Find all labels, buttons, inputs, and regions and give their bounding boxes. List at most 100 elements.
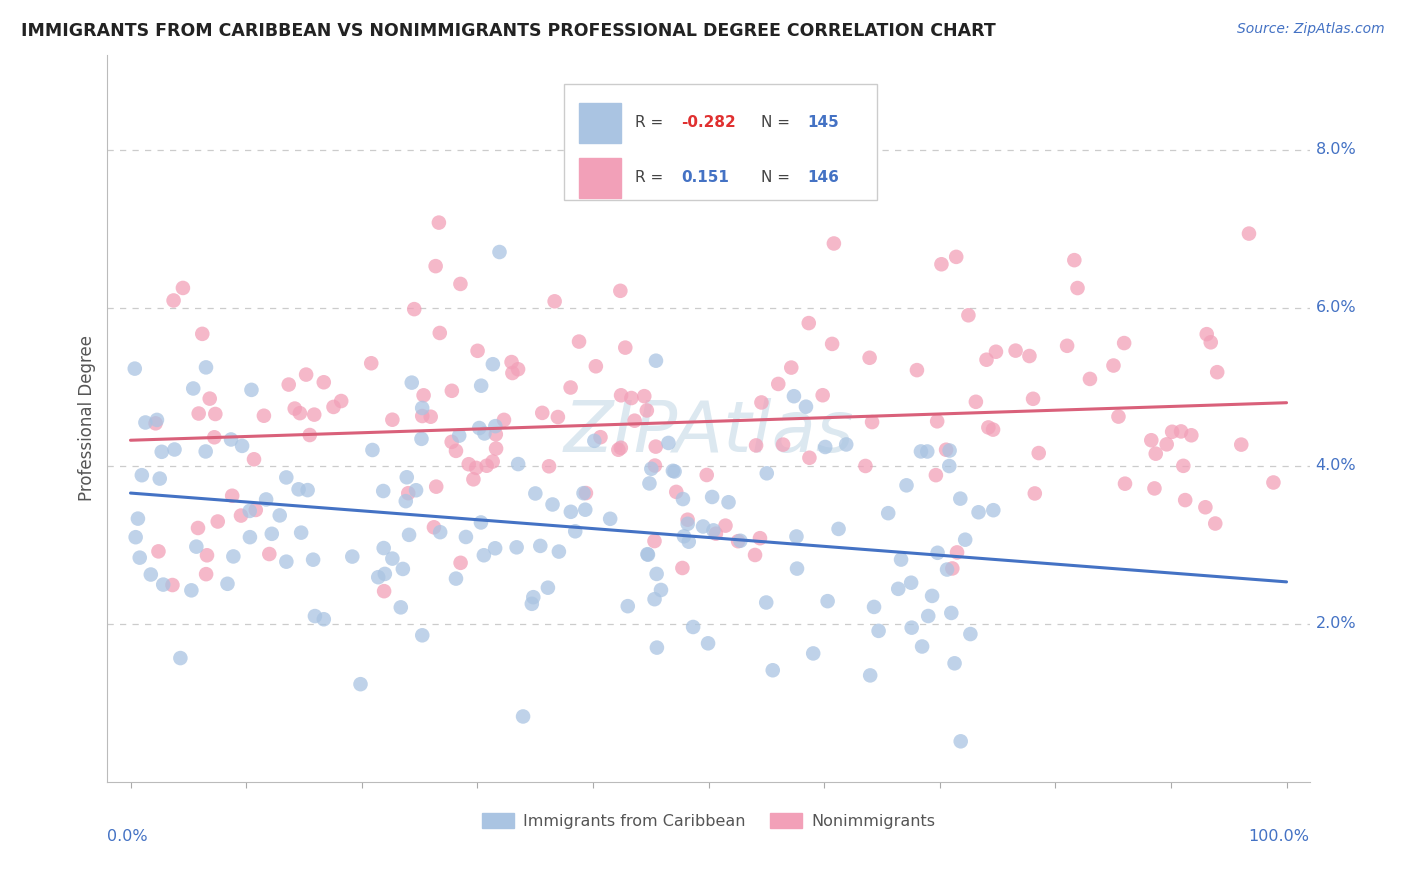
Point <box>440 384 463 398</box>
Point <box>181 382 204 396</box>
Point <box>284 401 307 416</box>
Point <box>583 434 606 448</box>
Point <box>481 454 503 468</box>
Point <box>877 506 900 520</box>
Point <box>905 363 928 377</box>
Point <box>941 561 963 575</box>
Point <box>531 406 554 420</box>
Point <box>672 529 695 543</box>
Point <box>405 483 427 498</box>
Point <box>312 612 335 626</box>
Point <box>1206 365 1229 379</box>
Point <box>1114 336 1136 351</box>
Point <box>794 400 817 414</box>
Point <box>609 284 631 298</box>
Point <box>623 414 645 428</box>
Point <box>506 362 529 376</box>
Text: 146: 146 <box>807 169 839 185</box>
Point <box>644 440 666 454</box>
Point <box>665 484 688 499</box>
Point <box>700 490 723 504</box>
Point <box>1004 343 1026 358</box>
Point <box>472 548 495 562</box>
Bar <box>579 158 621 198</box>
Point <box>245 503 267 517</box>
Point <box>755 467 778 481</box>
Point <box>522 590 544 604</box>
Point <box>821 337 844 351</box>
Point <box>128 550 150 565</box>
Point <box>585 359 607 374</box>
Point <box>749 531 772 545</box>
Point <box>755 595 778 609</box>
Point <box>662 464 685 478</box>
Point <box>304 609 326 624</box>
Point <box>419 409 441 424</box>
Point <box>1161 425 1184 439</box>
Point <box>1018 349 1040 363</box>
Point <box>529 539 551 553</box>
Text: R =: R = <box>636 169 673 185</box>
Point <box>392 562 415 576</box>
Point <box>187 521 209 535</box>
Point <box>463 472 485 486</box>
Point <box>322 400 344 414</box>
Point <box>398 528 420 542</box>
Point <box>1173 458 1195 473</box>
Point <box>714 518 737 533</box>
Point <box>484 541 506 556</box>
Bar <box>579 103 621 143</box>
Point <box>404 302 426 317</box>
Point <box>921 589 943 603</box>
Point <box>560 380 582 394</box>
Point <box>657 436 679 450</box>
Point <box>1140 434 1163 448</box>
Point <box>468 421 491 435</box>
Point <box>198 392 221 406</box>
Point <box>508 457 530 471</box>
Point <box>425 259 447 273</box>
Text: 2.0%: 2.0% <box>1316 616 1357 632</box>
Point <box>981 503 1004 517</box>
Point <box>467 343 489 358</box>
Point <box>984 344 1007 359</box>
Point <box>1078 372 1101 386</box>
Point <box>195 567 218 582</box>
Point <box>259 547 281 561</box>
Text: 0.151: 0.151 <box>681 169 728 185</box>
Point <box>427 216 450 230</box>
Point <box>727 534 749 549</box>
Point <box>967 505 990 519</box>
Point <box>187 407 209 421</box>
Point <box>195 360 218 375</box>
Point <box>696 468 718 483</box>
Point <box>411 432 433 446</box>
Point <box>501 355 523 369</box>
Text: 100.0%: 100.0% <box>1249 829 1309 844</box>
Point <box>636 403 658 417</box>
Point <box>548 544 571 558</box>
Point <box>751 395 773 409</box>
Point <box>440 434 463 449</box>
Point <box>859 351 882 365</box>
Point <box>180 583 202 598</box>
Point <box>678 534 700 549</box>
Point <box>1263 475 1285 490</box>
Point <box>373 584 395 599</box>
Point <box>636 547 658 561</box>
Point <box>860 415 883 429</box>
Point <box>444 443 467 458</box>
Point <box>429 326 451 340</box>
Point <box>610 441 633 455</box>
Point <box>965 394 987 409</box>
Point <box>1204 516 1226 531</box>
Point <box>1174 493 1197 508</box>
Point <box>799 450 821 465</box>
Point <box>450 556 472 570</box>
Point <box>900 575 922 590</box>
Text: N =: N = <box>762 169 796 185</box>
Point <box>277 377 299 392</box>
Point <box>131 468 153 483</box>
Point <box>287 483 309 497</box>
Point <box>484 419 506 434</box>
